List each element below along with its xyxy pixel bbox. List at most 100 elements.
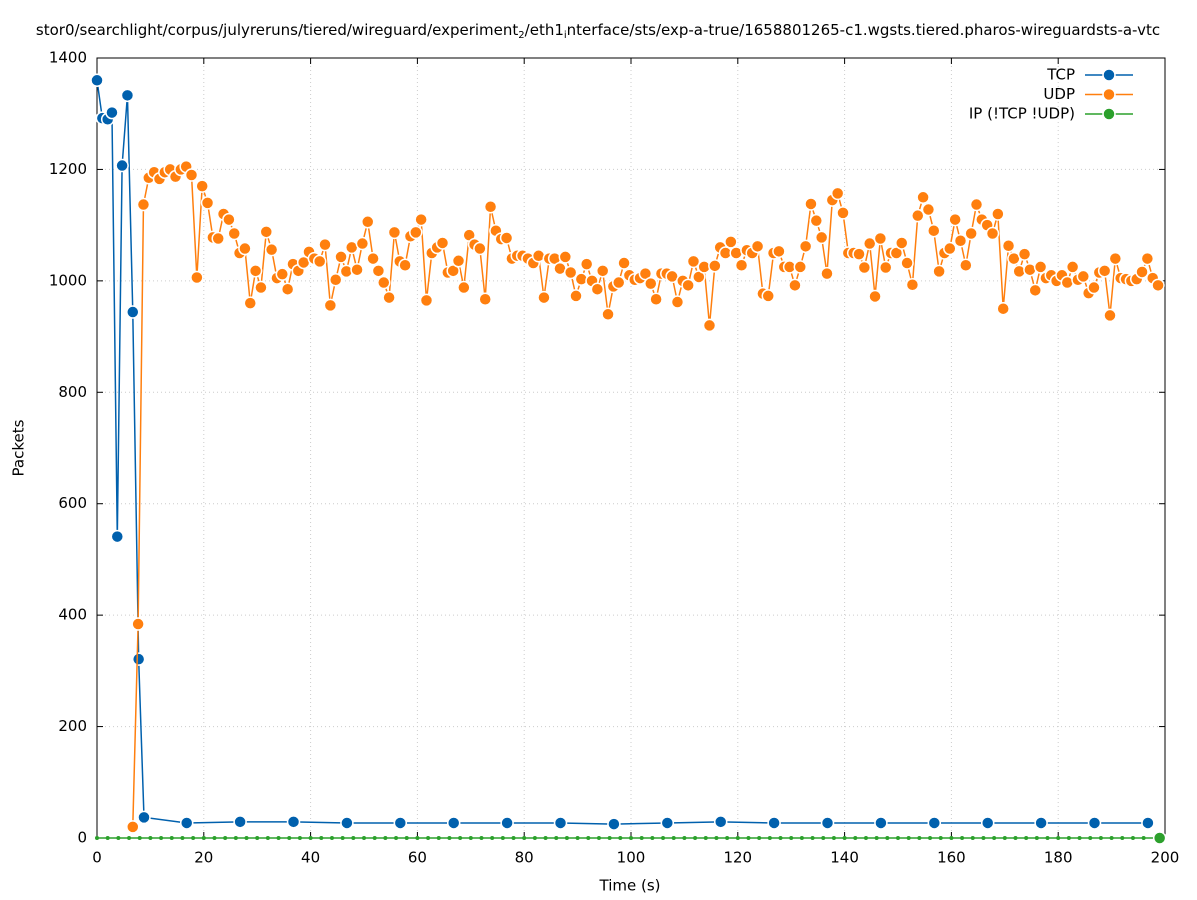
- x-tick-label: 40: [301, 849, 320, 867]
- data-point: [479, 836, 484, 840]
- data-point: [1002, 836, 1007, 840]
- data-point: [852, 247, 866, 261]
- data-point: [905, 278, 920, 292]
- data-point: [964, 226, 978, 241]
- x-tick-label: 140: [830, 849, 859, 867]
- data-point: [611, 275, 626, 290]
- data-point: [275, 267, 290, 281]
- data-point: [896, 836, 900, 840]
- data-point: [874, 816, 888, 830]
- data-point: [1087, 816, 1102, 830]
- data-point: [105, 105, 119, 120]
- data-point: [362, 836, 366, 840]
- data-point: [830, 186, 845, 201]
- data-point: [184, 168, 199, 182]
- data-point: [393, 816, 408, 830]
- data-point: [1097, 264, 1112, 278]
- data-point: [789, 836, 794, 840]
- data-point: [1109, 836, 1114, 840]
- data-point: [757, 836, 762, 840]
- data-point: [372, 836, 377, 840]
- data-point: [319, 836, 324, 840]
- y-tick-label: 600: [58, 494, 87, 512]
- data-point: [1033, 260, 1048, 274]
- data-point: [308, 836, 313, 840]
- data-point: [938, 836, 943, 840]
- data-point: [1088, 836, 1093, 840]
- y-tick-label: 800: [58, 383, 87, 401]
- data-point: [558, 250, 573, 264]
- data-point: [948, 212, 962, 227]
- data-point: [212, 836, 217, 840]
- data-point: [490, 836, 495, 840]
- data-point: [873, 231, 888, 246]
- y-tick-label: 1000: [49, 271, 87, 289]
- data-point: [960, 836, 965, 840]
- data-point: [1065, 260, 1080, 274]
- data-point: [943, 241, 957, 256]
- data-point: [382, 290, 396, 305]
- data-point: [724, 235, 738, 249]
- data-point: [1034, 816, 1048, 830]
- data-point: [970, 836, 975, 840]
- data-point: [985, 226, 1000, 241]
- data-point: [414, 212, 428, 227]
- data-point: [703, 836, 708, 840]
- data-point: [671, 836, 676, 840]
- data-point: [969, 197, 984, 212]
- data-point: [670, 295, 685, 309]
- data-point: [238, 241, 252, 256]
- data-point: [799, 836, 804, 840]
- data-point: [419, 293, 434, 308]
- x-tick-label: 20: [194, 849, 213, 867]
- x-tick-label: 80: [515, 849, 534, 867]
- data-point: [383, 836, 388, 840]
- data-point: [264, 242, 279, 257]
- data-point: [436, 836, 441, 840]
- data-point: [116, 836, 121, 840]
- data-point: [1001, 239, 1016, 253]
- data-point: [814, 230, 829, 245]
- data-point: [478, 292, 492, 306]
- data-point: [297, 836, 302, 840]
- data-point: [885, 836, 890, 840]
- y-tick-label: 0: [77, 829, 87, 847]
- data-point: [468, 836, 473, 840]
- y-tick-label: 400: [58, 606, 87, 624]
- data-point: [900, 256, 914, 270]
- data-point: [120, 88, 135, 103]
- data-point: [778, 836, 783, 840]
- data-point: [254, 280, 268, 295]
- data-point: [500, 836, 505, 840]
- data-point: [772, 244, 786, 259]
- data-point: [595, 264, 610, 278]
- data-point: [949, 836, 954, 840]
- data-point: [981, 836, 986, 840]
- data-point: [693, 836, 698, 840]
- data-point: [563, 265, 578, 280]
- data-point: [798, 239, 813, 254]
- data-point: [618, 836, 623, 840]
- y-tick-label: 200: [58, 717, 87, 735]
- y-tick-label: 1400: [49, 49, 87, 67]
- data-point: [126, 305, 140, 319]
- data-point: [874, 836, 879, 840]
- data-point: [1152, 831, 1167, 845]
- data-point: [1045, 836, 1050, 840]
- data-point: [415, 836, 420, 840]
- data-point: [131, 652, 146, 666]
- data-point: [286, 815, 301, 829]
- data-point: [499, 231, 514, 245]
- data-point: [911, 208, 925, 223]
- data-point: [1120, 836, 1125, 840]
- data-point: [200, 196, 215, 210]
- data-point: [809, 213, 824, 228]
- data-point: [878, 260, 893, 275]
- data-point: [318, 237, 332, 252]
- data-point: [761, 289, 775, 303]
- data-point: [387, 225, 402, 240]
- title-part: nterface/sts/exp-a-true/1658801265-c1.wg…: [567, 21, 1160, 39]
- data-point: [836, 206, 850, 220]
- data-point: [276, 836, 281, 840]
- data-point: [793, 260, 808, 274]
